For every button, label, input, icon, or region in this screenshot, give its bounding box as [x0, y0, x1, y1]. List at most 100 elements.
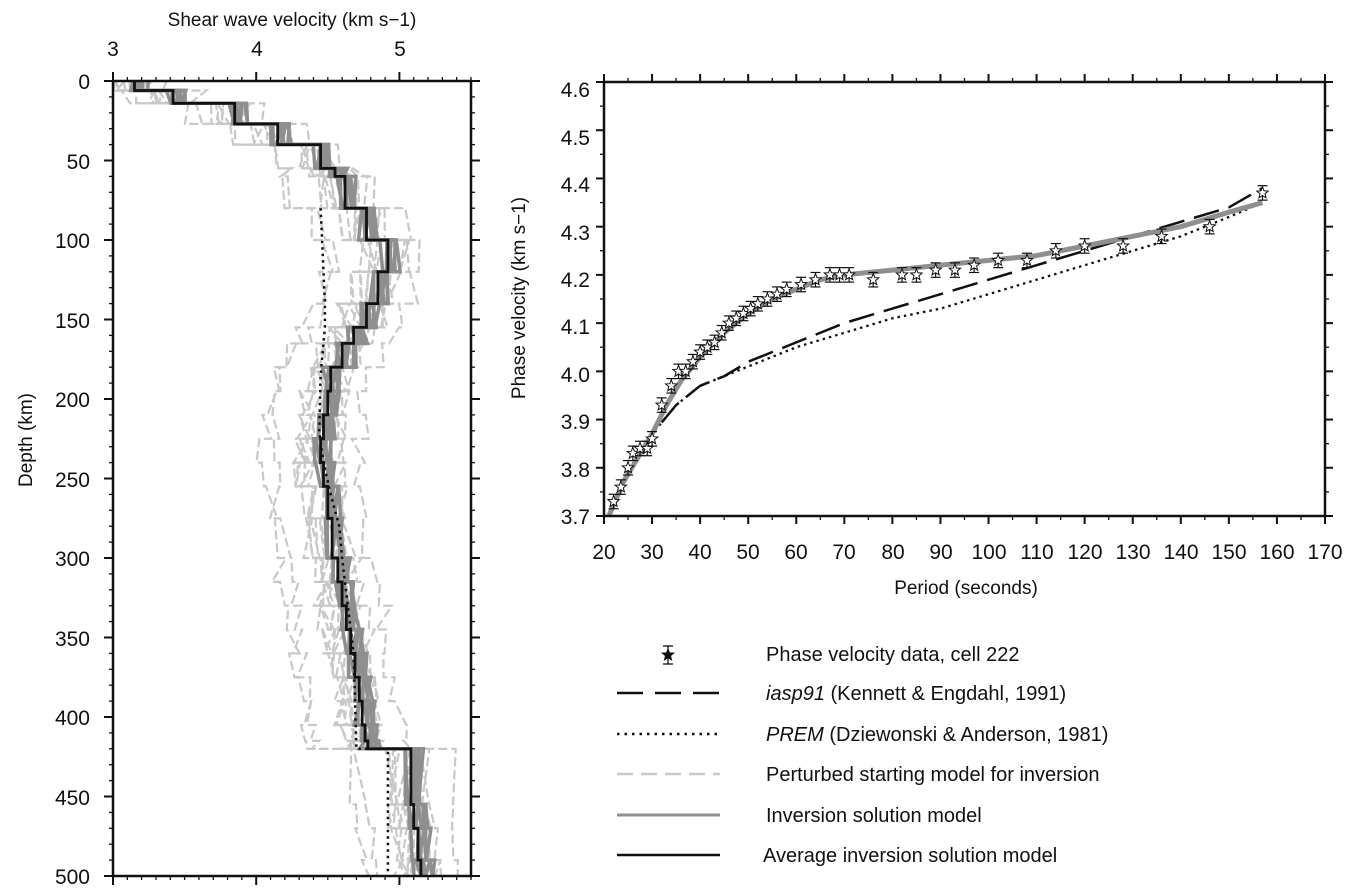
- right-y-tick-label: 4.2: [561, 269, 590, 292]
- legend-label-prem-rest: (Dziewonski & Anderson, 1981): [824, 724, 1109, 746]
- left-depth-profile-panel: Shear wave velocity (km s−1) Depth (km) …: [16, 10, 480, 889]
- inversion-model-line: [139, 80, 429, 877]
- legend-item-average: Average inversion solution model: [617, 845, 1057, 867]
- data-point-star: [1020, 253, 1034, 267]
- data-point-star: [1154, 228, 1169, 243]
- legend-label-iasp91-italic: iasp91: [766, 683, 825, 705]
- legend-star-errorbar-symbol: [661, 645, 675, 665]
- right-y-tick-label: 4.6: [561, 79, 590, 102]
- right-x-tick-label: 20: [592, 541, 615, 564]
- right-x-tick-label: 30: [640, 541, 663, 564]
- left-y-tick-label: 450: [55, 787, 90, 810]
- legend-label-iasp91: iasp91 (Kennett & Engdahl, 1991): [766, 683, 1066, 705]
- legend-label-prem: PREM (Dziewonski & Anderson, 1981): [766, 724, 1108, 746]
- left-y-tick-label: 250: [55, 469, 90, 492]
- right-x-tick-label: 70: [832, 541, 855, 564]
- left-y-tick-label: 50: [67, 151, 90, 174]
- data-point-star: [895, 267, 909, 281]
- legend-label-prem-italic: PREM: [766, 724, 824, 746]
- left-x-axis-title: Shear wave velocity (km s−1): [168, 10, 417, 31]
- right-series-group: [606, 185, 1270, 517]
- left-y-tick-label: 350: [55, 628, 90, 651]
- inversion-model-line: [128, 80, 423, 877]
- right-x-tick-label: 140: [1163, 541, 1198, 564]
- perturbed-model-line: [111, 81, 379, 877]
- perturbed-model-line: [112, 80, 411, 877]
- legend-item-perturbed: Perturbed starting model for inversion: [617, 764, 1100, 786]
- left-y-tick-label: 400: [55, 707, 90, 730]
- perturbed-model-line: [129, 80, 439, 877]
- data-point-star: [769, 286, 784, 301]
- data-point-star: [1077, 238, 1092, 252]
- data-point-star: [760, 291, 775, 306]
- left-plot-frame: [111, 79, 473, 878]
- right-y-axis-title: Phase velocity (km s−1): [509, 197, 530, 399]
- legend-label-average: Average inversion solution model: [763, 845, 1057, 867]
- perturbed-model-line: [142, 80, 442, 877]
- right-x-tick-label: 80: [881, 541, 904, 564]
- right-y-tick-label: 4.0: [561, 364, 590, 387]
- right-y-tick-label: 4.3: [561, 222, 590, 245]
- right-phase-velocity-panel: Period (seconds) Phase velocity (km s−1)…: [509, 74, 1343, 599]
- data-point-star: [1202, 219, 1217, 233]
- perturbed-model-line: [161, 80, 459, 877]
- right-x-tick-label: 150: [1211, 541, 1246, 564]
- data-point-star: [613, 479, 628, 494]
- inversion-solution-line: [606, 200, 1264, 517]
- perturbed-model-line: [113, 80, 408, 877]
- data-point-star: [750, 296, 765, 310]
- right-y-tick-labels: 3.7 3.8 3.9 4.0 4.1 4.2 4.3 4.4 4.5 4.6: [561, 79, 591, 529]
- inversion-model-line: [145, 80, 437, 877]
- left-series-group: [111, 80, 459, 877]
- right-x-tick-label: 50: [736, 541, 759, 564]
- perturbed-model-line: [128, 80, 418, 877]
- left-y-tick-label: 100: [55, 230, 90, 253]
- legend: Phase velocity data, cell 222 iasp91 (Ke…: [617, 644, 1108, 867]
- data-point-star: [866, 272, 881, 286]
- perturbed-model-line: [141, 80, 443, 877]
- inversion-model-line: [140, 80, 435, 877]
- legend-star-icon: [661, 647, 675, 662]
- left-x-tick-label: 5: [394, 38, 406, 61]
- left-y-tick-label: 0: [78, 71, 90, 94]
- data-point-star: [1255, 185, 1270, 199]
- right-y-tick-label: 3.7: [561, 506, 590, 529]
- legend-item-iasp91: iasp91 (Kennett & Engdahl, 1991): [617, 683, 1066, 705]
- legend-label-perturbed: Perturbed starting model for inversion: [766, 764, 1100, 786]
- average-solution-line: [133, 81, 423, 876]
- data-point-star: [1048, 243, 1063, 257]
- right-y-tick-label: 4.4: [561, 174, 591, 197]
- data-point-star: [654, 397, 669, 411]
- prem-right-line: [607, 201, 1263, 517]
- left-y-axis-title: Depth (km): [16, 393, 37, 487]
- left-x-tick-label: 4: [251, 38, 263, 61]
- data-point-star: [928, 262, 943, 277]
- right-y-tick-label: 4.1: [561, 316, 590, 339]
- right-x-tick-labels: 20 30 40 50 60 70 80 90 100 110 120 130 …: [592, 541, 1342, 564]
- left-y-tick-label: 300: [55, 548, 90, 571]
- legend-item-inversion: Inversion solution model: [617, 805, 982, 827]
- right-y-tick-label: 3.9: [561, 411, 590, 434]
- right-x-tick-label: 60: [784, 541, 807, 564]
- data-point-star: [947, 262, 962, 276]
- left-y-tick-label: 150: [55, 310, 90, 333]
- data-point-star: [842, 267, 857, 281]
- perturbed-model-line: [127, 80, 412, 877]
- data-point-star: [991, 253, 1006, 267]
- data-point-star: [1116, 238, 1131, 252]
- perturbed-model-line: [122, 80, 416, 877]
- right-x-tick-label: 160: [1259, 541, 1294, 564]
- left-x-tick-label: 3: [107, 38, 119, 61]
- right-x-tick-label: 170: [1307, 541, 1342, 564]
- perturbed-model-line: [111, 81, 370, 877]
- perturbed-model-line: [138, 80, 433, 877]
- legend-label-data: Phase velocity data, cell 222: [766, 644, 1020, 666]
- right-x-tick-label: 110: [1020, 541, 1053, 564]
- right-plot-frame: [602, 80, 1327, 518]
- right-x-tick-label: 100: [971, 541, 1006, 564]
- inversion-model-line: [130, 80, 416, 877]
- legend-label-iasp91-rest: (Kennett & Engdahl, 1991): [825, 683, 1066, 705]
- left-x-tick-labels: 3 4 5: [107, 38, 406, 61]
- data-point-star: [909, 267, 924, 281]
